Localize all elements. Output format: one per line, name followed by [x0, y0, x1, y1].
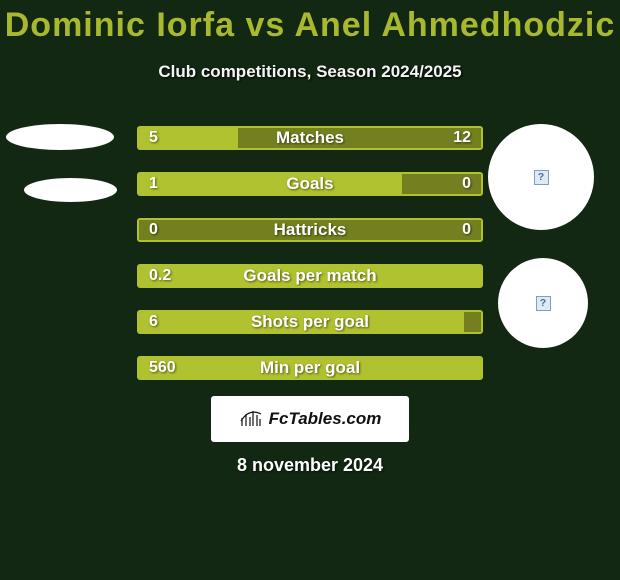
stat-bar-min-per-goal: Min per goal560: [137, 356, 483, 380]
fctables-brand-text: FcTables.com: [269, 409, 382, 429]
stat-bar-hattricks: Hattricks0 0: [137, 218, 483, 242]
bar-label: Hattricks: [139, 220, 481, 240]
fctables-badge: FcTables.com: [211, 396, 409, 442]
left-ellipse-1: [24, 178, 117, 202]
bar-label: Goals per match: [139, 266, 481, 286]
bar-value-left: 5: [149, 129, 158, 147]
bar-label: Matches: [139, 128, 481, 148]
bar-label: Goals: [139, 174, 481, 194]
bar-value-left: 1: [149, 175, 158, 193]
placeholder-image-icon: ?: [534, 170, 549, 185]
bar-label: Min per goal: [139, 358, 481, 378]
bar-value-right: 0: [462, 221, 471, 239]
subtitle: Club competitions, Season 2024/2025: [0, 62, 620, 82]
bar-value-right: 12: [453, 129, 471, 147]
bar-value-left: 560: [149, 359, 176, 377]
fctables-logo-icon: [239, 406, 263, 433]
bar-label: Shots per goal: [139, 312, 481, 332]
left-ellipse-0: [6, 124, 114, 150]
stat-bar-shots-per-goal: Shots per goal6: [137, 310, 483, 334]
page-title: Dominic Iorfa vs Anel Ahmedhodzic: [0, 6, 620, 45]
bar-value-left: 0: [149, 221, 158, 239]
stat-bar-goals: Goals1 0: [137, 172, 483, 196]
title-separator: vs: [245, 6, 285, 44]
bar-value-left: 6: [149, 313, 158, 331]
bar-value-left: 0.2: [149, 267, 171, 285]
infographic-canvas: Dominic Iorfa vs Anel Ahmedhodzic Club c…: [0, 0, 620, 580]
stat-bar-matches: Matches5 12: [137, 126, 483, 150]
stat-bar-goals-per-match: Goals per match0.2: [137, 264, 483, 288]
date-text: 8 november 2024: [0, 455, 620, 476]
bar-value-right: 0: [462, 175, 471, 193]
stat-bars: Matches512Goals10Hattricks00Goals per ma…: [137, 126, 483, 402]
title-player1: Dominic Iorfa: [5, 6, 235, 44]
right-circle-0: ?: [488, 124, 594, 230]
right-circle-1: ?: [498, 258, 588, 348]
placeholder-image-icon: ?: [536, 296, 551, 311]
title-player2: Anel Ahmedhodzic: [294, 6, 615, 44]
